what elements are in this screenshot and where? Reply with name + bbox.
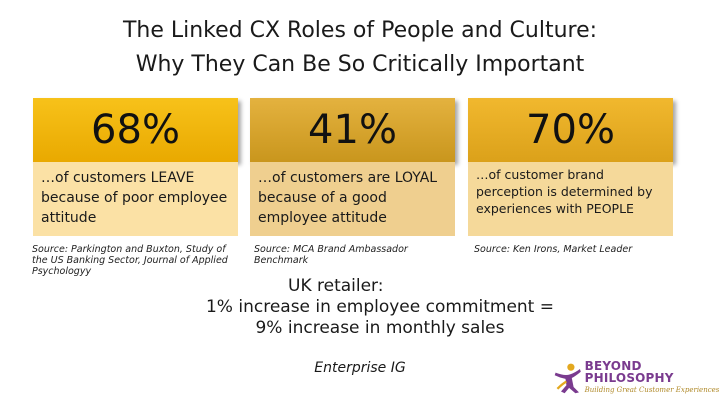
stat-source-2: Source: MCA Brand Ambassador Benchmark bbox=[254, 244, 408, 266]
footer-credit: Enterprise IG bbox=[314, 360, 406, 376]
stat-source-3: Source: Ken Irons, Market Leader bbox=[474, 244, 633, 255]
stat-value-2: 41% bbox=[250, 98, 455, 162]
figure-logo-icon bbox=[554, 363, 581, 394]
logo-name: BEYOND PHILOSOPHY bbox=[584, 359, 674, 385]
stat-description-3: …of customer brand perception is determi… bbox=[468, 162, 673, 236]
stat-description-2: …of customers are LOYAL because of a goo… bbox=[250, 162, 455, 236]
stat-source-1: Source: Parkington and Buxton, Study of … bbox=[32, 244, 228, 277]
highlight-line-3: 9% increase in monthly sales bbox=[255, 318, 505, 338]
uk-retailer-highlight: UK retailer: 1% increase in employee com… bbox=[180, 276, 580, 339]
stat-value-1: 68% bbox=[33, 98, 238, 162]
title-line-1: The Linked CX Roles of People and Cultur… bbox=[122, 18, 598, 43]
stat-description-1: …of customers LEAVE because of poor empl… bbox=[33, 162, 238, 236]
slide-title: The Linked CX Roles of People and Cultur… bbox=[0, 14, 720, 82]
highlight-line-2: 1% increase in employee commitment = bbox=[205, 297, 554, 317]
highlight-line-1: UK retailer: bbox=[288, 276, 384, 296]
logo-tagline: Building Great Customer Experiences bbox=[584, 386, 720, 394]
title-line-2: Why They Can Be So Critically Important bbox=[135, 52, 585, 77]
stat-value-3: 70% bbox=[468, 98, 673, 162]
beyond-philosophy-logo: BEYOND PHILOSOPHY Building Great Custome… bbox=[552, 358, 720, 398]
